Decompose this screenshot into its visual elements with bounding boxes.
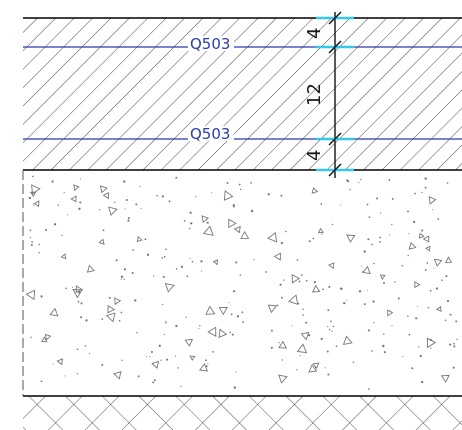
dimension-top-cover: 4: [304, 28, 325, 39]
dimension-chain: [316, 11, 354, 178]
dimension-core: 12: [304, 83, 325, 106]
slab-hatch: [23, 18, 462, 170]
subbase-aggregate: [25, 175, 458, 390]
lower-mesh-label: Q503: [190, 125, 230, 143]
upper-mesh-label: Q503: [190, 35, 230, 53]
earth-hatch: [23, 396, 462, 430]
dimension-bottom-cover: 4: [304, 150, 325, 161]
